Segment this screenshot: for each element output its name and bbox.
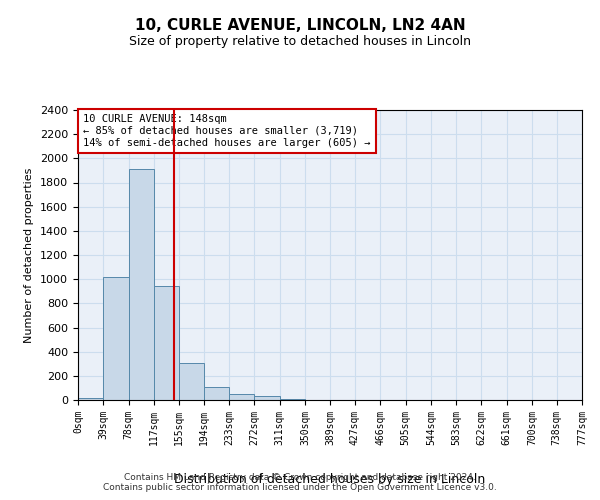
Text: Size of property relative to detached houses in Lincoln: Size of property relative to detached ho… bbox=[129, 35, 471, 48]
Bar bbox=[254, 396, 280, 400]
Text: 10, CURLE AVENUE, LINCOLN, LN2 4AN: 10, CURLE AVENUE, LINCOLN, LN2 4AN bbox=[134, 18, 466, 32]
Bar bbox=[128, 169, 154, 400]
Bar bbox=[229, 394, 254, 400]
Text: Distribution of detached houses by size in Lincoln: Distribution of detached houses by size … bbox=[175, 474, 485, 486]
Bar bbox=[154, 286, 179, 400]
Bar bbox=[204, 386, 229, 400]
Bar bbox=[179, 362, 204, 400]
Y-axis label: Number of detached properties: Number of detached properties bbox=[25, 168, 34, 342]
Text: Contains HM Land Registry data © Crown copyright and database right 2024.
Contai: Contains HM Land Registry data © Crown c… bbox=[103, 473, 497, 492]
Text: 10 CURLE AVENUE: 148sqm
← 85% of detached houses are smaller (3,719)
14% of semi: 10 CURLE AVENUE: 148sqm ← 85% of detache… bbox=[83, 114, 371, 148]
Bar bbox=[78, 398, 103, 400]
Bar bbox=[103, 277, 128, 400]
